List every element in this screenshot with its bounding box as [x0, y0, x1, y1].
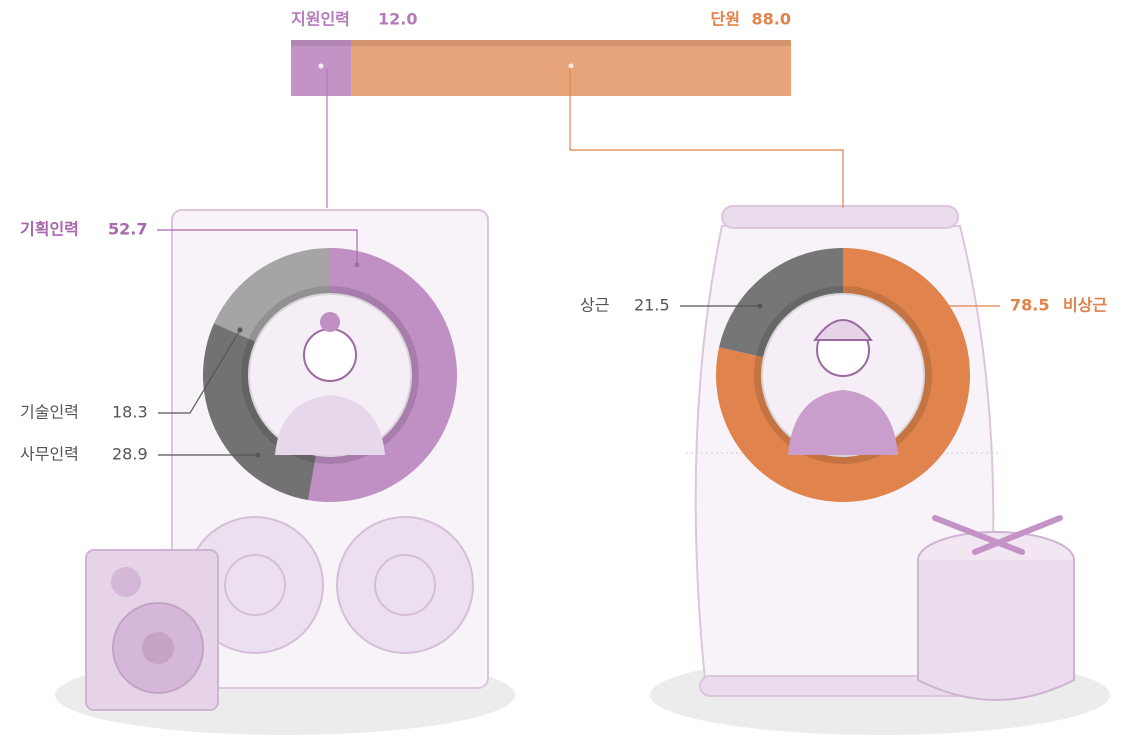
- leader-dot: [354, 262, 360, 268]
- donut-segment: [214, 248, 330, 342]
- value-label: 88.0: [752, 10, 791, 29]
- value-label: 18.3: [112, 403, 148, 422]
- legend-label: 단원: [711, 10, 740, 29]
- leader-dot: [255, 452, 261, 458]
- bar-top: [351, 40, 791, 46]
- leader-dot: [919, 303, 925, 309]
- donut-segment: [719, 248, 843, 358]
- value-label: 21.5: [634, 296, 670, 315]
- donut-segment: [203, 323, 316, 501]
- inner-ring: [241, 286, 419, 464]
- category-label: 사무인력: [20, 445, 79, 464]
- category-label: 기획인력: [20, 220, 79, 239]
- donut-segment: [308, 248, 457, 502]
- value-label: 78.5: [1010, 296, 1049, 315]
- anchor-dot: [318, 63, 324, 69]
- connector: [569, 68, 844, 208]
- donut-segment: [716, 248, 971, 503]
- leader-dot: [757, 303, 763, 309]
- value-label: 12.0: [378, 10, 417, 29]
- leader-line: [158, 329, 241, 414]
- legend-label: 지원인력: [291, 10, 350, 29]
- category-label: 상근: [580, 296, 609, 315]
- category-label: 비상근: [1063, 296, 1107, 315]
- character: [250, 295, 923, 455]
- category-label: 기술인력: [20, 403, 79, 422]
- leader-line: [157, 229, 358, 265]
- value-label: 28.9: [112, 445, 148, 464]
- value-label: 52.7: [108, 220, 147, 239]
- decoration: [55, 205, 1110, 735]
- anchor-dot: [568, 63, 574, 69]
- leader-dot: [237, 327, 243, 333]
- bar-top: [291, 40, 351, 46]
- inner-ring: [754, 286, 932, 464]
